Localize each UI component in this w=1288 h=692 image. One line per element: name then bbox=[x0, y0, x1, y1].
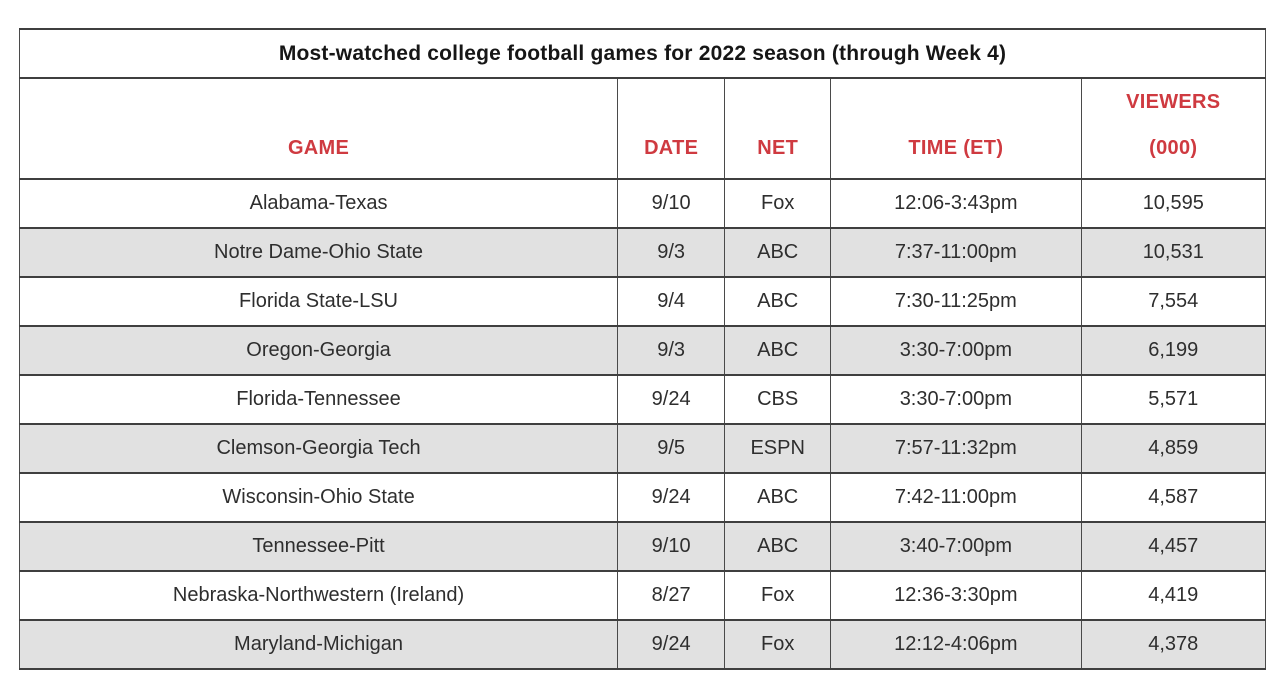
table-row: Oregon-Georgia 9/3 ABC 3:30-7:00pm 6,199 bbox=[18, 325, 1267, 376]
cell-viewers: 10,595 bbox=[1080, 178, 1267, 229]
cell-time: 7:57-11:32pm bbox=[830, 423, 1082, 474]
cell-date: 9/5 bbox=[617, 423, 726, 474]
table-row: Florida-Tennessee 9/24 CBS 3:30-7:00pm 5,571 bbox=[18, 374, 1267, 425]
cell-game: Notre Dame-Ohio State bbox=[18, 227, 619, 278]
viewership-table: Most-watched college football games for … bbox=[18, 28, 1267, 670]
cell-game: Maryland-Michigan bbox=[18, 619, 619, 670]
cell-net: ABC bbox=[724, 276, 832, 327]
table-row: Tennessee-Pitt 9/10 ABC 3:40-7:00pm 4,457 bbox=[18, 521, 1267, 572]
cell-net: ABC bbox=[724, 325, 832, 376]
cell-net: ABC bbox=[724, 227, 832, 278]
column-header-time: TIME (ET) bbox=[830, 77, 1082, 180]
cell-date: 9/24 bbox=[617, 472, 726, 523]
cell-game: Oregon-Georgia bbox=[18, 325, 619, 376]
cell-time: 12:36-3:30pm bbox=[830, 570, 1082, 621]
table-row: Nebraska-Northwestern (Ireland) 8/27 Fox 12… bbox=[18, 570, 1267, 621]
cell-viewers: 6,199 bbox=[1080, 325, 1267, 376]
table-row: Florida State-LSU 9/4 ABC 7:30-11:25pm 7,554 bbox=[18, 276, 1267, 327]
table-row: Wisconsin-Ohio State 9/24 ABC 7:42-11:00pm 4… bbox=[18, 472, 1267, 523]
cell-viewers: 4,378 bbox=[1080, 619, 1267, 670]
cell-viewers: 4,419 bbox=[1080, 570, 1267, 621]
column-header-viewers: VIEWERS (000) bbox=[1080, 77, 1267, 180]
cell-date: 9/3 bbox=[617, 325, 726, 376]
cell-viewers: 5,571 bbox=[1080, 374, 1267, 425]
cell-time: 7:30-11:25pm bbox=[830, 276, 1082, 327]
header-row: GAME DATE NET TIME (ET) VIEWERS (000) bbox=[18, 77, 1267, 180]
cell-viewers: 4,859 bbox=[1080, 423, 1267, 474]
cell-time: 3:30-7:00pm bbox=[830, 374, 1082, 425]
cell-game: Alabama-Texas bbox=[18, 178, 619, 229]
cell-net: ABC bbox=[724, 521, 832, 572]
table-row: Notre Dame-Ohio State 9/3 ABC 7:37-11:00pm 1… bbox=[18, 227, 1267, 278]
cell-date: 8/27 bbox=[617, 570, 726, 621]
column-header-game: GAME bbox=[18, 77, 619, 180]
table-row: Maryland-Michigan 9/24 Fox 12:12-4:06pm 4,37… bbox=[18, 619, 1267, 670]
cell-game: Clemson-Georgia Tech bbox=[18, 423, 619, 474]
cell-net: Fox bbox=[724, 570, 832, 621]
cell-date: 9/10 bbox=[617, 521, 726, 572]
cell-viewers: 7,554 bbox=[1080, 276, 1267, 327]
cell-time: 7:42-11:00pm bbox=[830, 472, 1082, 523]
cell-date: 9/10 bbox=[617, 178, 726, 229]
table-body: Alabama-Texas 9/10 Fox 12:06-3:43pm 10,595 No… bbox=[18, 178, 1267, 670]
cell-game: Tennessee-Pitt bbox=[18, 521, 619, 572]
cell-time: 3:30-7:00pm bbox=[830, 325, 1082, 376]
cell-game: Florida-Tennessee bbox=[18, 374, 619, 425]
cell-game: Florida State-LSU bbox=[18, 276, 619, 327]
cell-date: 9/4 bbox=[617, 276, 726, 327]
cell-viewers: 4,587 bbox=[1080, 472, 1267, 523]
cell-date: 9/24 bbox=[617, 374, 726, 425]
cell-date: 9/24 bbox=[617, 619, 726, 670]
viewership-table-container: Most-watched college football games for … bbox=[18, 28, 1267, 670]
cell-net: Fox bbox=[724, 178, 832, 229]
cell-date: 9/3 bbox=[617, 227, 726, 278]
column-header-net: NET bbox=[724, 77, 832, 180]
cell-viewers: 10,531 bbox=[1080, 227, 1267, 278]
cell-net: Fox bbox=[724, 619, 832, 670]
table-row: Clemson-Georgia Tech 9/5 ESPN 7:57-11:32pm 4… bbox=[18, 423, 1267, 474]
cell-net: ABC bbox=[724, 472, 832, 523]
cell-time: 7:37-11:00pm bbox=[830, 227, 1082, 278]
cell-game: Nebraska-Northwestern (Ireland) bbox=[18, 570, 619, 621]
cell-game: Wisconsin-Ohio State bbox=[18, 472, 619, 523]
table-row: Alabama-Texas 9/10 Fox 12:06-3:43pm 10,595 bbox=[18, 178, 1267, 229]
title-row: Most-watched college football games for … bbox=[19, 28, 1266, 79]
cell-net: CBS bbox=[724, 374, 832, 425]
cell-time: 12:06-3:43pm bbox=[830, 178, 1082, 229]
column-header-date: DATE bbox=[617, 77, 726, 180]
cell-time: 12:12-4:06pm bbox=[830, 619, 1082, 670]
cell-net: ESPN bbox=[724, 423, 832, 474]
cell-time: 3:40-7:00pm bbox=[830, 521, 1082, 572]
table-title: Most-watched college football games for … bbox=[19, 28, 1266, 79]
cell-viewers: 4,457 bbox=[1080, 521, 1267, 572]
